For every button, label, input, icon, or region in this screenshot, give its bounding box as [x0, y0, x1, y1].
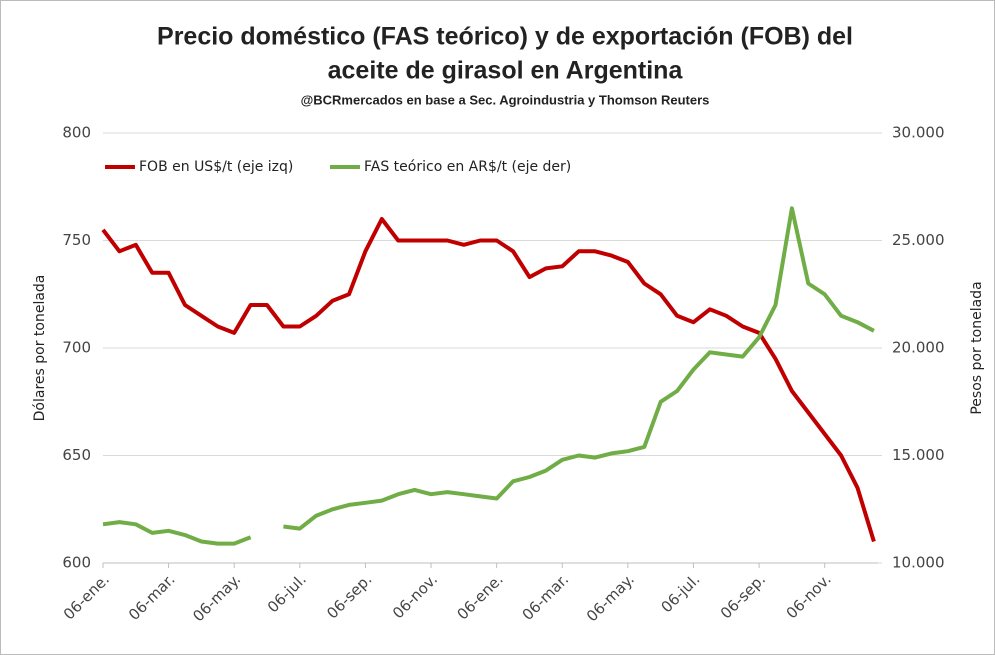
y2-tick-label: 15.000 [892, 446, 945, 464]
y2-tick-label: 25.000 [892, 231, 945, 249]
y2-tick-label: 20.000 [892, 339, 945, 357]
y2-tick-label: 10.000 [892, 554, 945, 572]
y-tick-label: 650 [62, 446, 91, 464]
series-line [101, 217, 876, 543]
chart-title-line2: aceite de girasol en Argentina [328, 57, 684, 85]
series-line [102, 206, 875, 546]
y2-tick-label: 30.000 [892, 124, 945, 142]
y-tick-label: 700 [62, 339, 91, 357]
y2-axis-label: Pesos por tonelada [969, 281, 985, 414]
y-tick-label: 600 [62, 554, 91, 572]
y-tick-label: 800 [62, 124, 91, 142]
chart-subtitle: @BCRmercados en base a Sec. Agroindustri… [301, 92, 710, 107]
y-axis-label: Dólares por tonelada [32, 275, 48, 422]
legend-label: FOB en US$/t (eje izq) [139, 159, 293, 175]
legend-label: FAS teórico en AR$/t (eje der) [364, 159, 571, 175]
chart-title: Precio doméstico (FAS teórico) y de expo… [157, 23, 853, 51]
y-tick-label: 750 [62, 231, 91, 249]
